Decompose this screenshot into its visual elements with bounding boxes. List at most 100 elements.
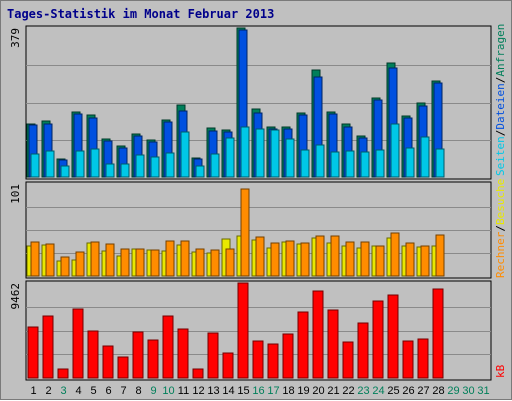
- bar-seiten-day-2: [45, 150, 55, 178]
- bar-seiten-day-15: [240, 126, 250, 178]
- bar-seiten-day-18: [285, 138, 295, 178]
- day-label: 20: [312, 385, 324, 397]
- bar-rechner-day-15: [240, 188, 250, 277]
- day-label: 23: [357, 385, 369, 397]
- bar-rechner-day-4: [75, 251, 85, 277]
- bar-kb-day-11: [177, 328, 189, 379]
- legend-rechner: Rechner: [494, 231, 507, 278]
- bar-rechner-day-21: [330, 235, 340, 277]
- bar-rechner-day-28: [435, 234, 445, 277]
- bar-rechner-day-16: [255, 236, 265, 277]
- bar-seiten-day-6: [105, 163, 115, 178]
- bar-seiten-day-22: [345, 150, 355, 178]
- bar-seiten-day-5: [90, 148, 100, 178]
- legend-separator: /: [494, 77, 507, 84]
- bar-kb-day-4: [72, 308, 84, 379]
- bar-rechner-day-11: [180, 240, 190, 277]
- bar-rechner-day-7: [120, 248, 130, 277]
- bar-seiten-day-9: [150, 156, 160, 178]
- bar-kb-day-10: [162, 315, 174, 379]
- bar-seiten-day-23: [360, 151, 370, 178]
- day-label: 29: [447, 385, 459, 397]
- bar-seiten-day-3: [60, 165, 70, 178]
- bar-rechner-day-18: [285, 240, 295, 277]
- bar-seiten-day-25: [390, 123, 400, 178]
- day-label: 13: [207, 385, 219, 397]
- bar-rechner-day-22: [345, 241, 355, 277]
- bar-kb-day-13: [207, 332, 219, 379]
- bar-rechner-day-14: [225, 248, 235, 277]
- day-label: 6: [105, 385, 111, 397]
- day-label: 2: [45, 385, 51, 397]
- bar-rechner-day-3: [60, 256, 70, 277]
- bar-rechner-day-6: [105, 243, 115, 277]
- bar-seiten-day-19: [300, 149, 310, 178]
- bar-kb-day-25: [387, 294, 399, 379]
- bar-kb-day-7: [117, 356, 129, 379]
- day-label: 9: [150, 385, 156, 397]
- bar-kb-day-23: [357, 322, 369, 379]
- bar-rechner-day-26: [405, 242, 415, 277]
- day-label: 3: [60, 385, 66, 397]
- y-max-label-bottom: 9462: [9, 283, 22, 310]
- day-label: 30: [462, 385, 474, 397]
- bar-kb-day-21: [327, 309, 339, 379]
- day-label: 21: [327, 385, 339, 397]
- bar-seiten-day-26: [405, 147, 415, 178]
- bar-seiten-day-13: [210, 153, 220, 178]
- day-label: 18: [282, 385, 294, 397]
- bar-rechner-day-20: [315, 235, 325, 277]
- bar-kb-day-27: [417, 338, 429, 379]
- bar-kb-day-24: [372, 300, 384, 379]
- bar-kb-day-6: [102, 345, 114, 379]
- bar-seiten-day-17: [270, 129, 280, 178]
- bar-seiten-day-10: [165, 152, 175, 178]
- bar-rechner-day-10: [165, 240, 175, 277]
- day-label: 25: [387, 385, 399, 397]
- bar-rechner-day-5: [90, 241, 100, 277]
- day-label: 10: [162, 385, 174, 397]
- bar-kb-day-1: [27, 326, 39, 379]
- bar-rechner-day-2: [45, 243, 55, 277]
- bar-rechner-day-1: [30, 241, 40, 277]
- bar-kb-day-9: [147, 339, 159, 379]
- legend-kb: kB: [494, 364, 507, 378]
- bar-seiten-day-12: [195, 165, 205, 178]
- bar-seiten-day-27: [420, 136, 430, 178]
- bar-kb-day-14: [222, 352, 234, 379]
- legend-middle-panel: Rechner/Besuche: [494, 179, 507, 278]
- bar-kb-day-15: [237, 282, 249, 379]
- bar-rechner-day-25: [390, 232, 400, 277]
- bar-seiten-day-14: [225, 137, 235, 178]
- bar-rechner-day-19: [300, 242, 310, 277]
- bar-kb-day-22: [342, 341, 354, 379]
- day-label: 17: [267, 385, 279, 397]
- legend-separator: /: [494, 225, 507, 232]
- bar-kb-day-26: [402, 340, 414, 379]
- legend-bottom-panel: kB: [494, 364, 507, 378]
- day-label: 31: [477, 385, 489, 397]
- legend-besuche: Besuche: [494, 179, 507, 225]
- bar-rechner-day-13: [210, 249, 220, 277]
- bar-rechner-day-27: [420, 245, 430, 277]
- day-label: 1: [30, 385, 36, 397]
- legend-seiten: Seiten: [494, 136, 507, 176]
- bar-kb-day-5: [87, 330, 99, 379]
- bar-seiten-day-8: [135, 154, 145, 178]
- bar-kb-day-12: [192, 368, 204, 379]
- y-max-label-top: 379: [9, 28, 22, 48]
- day-label: 27: [417, 385, 429, 397]
- bar-seiten-day-4: [75, 150, 85, 178]
- day-label: 5: [90, 385, 96, 397]
- bar-kb-day-20: [312, 290, 324, 379]
- bar-kb-day-18: [282, 333, 294, 379]
- day-label: 16: [252, 385, 264, 397]
- bar-rechner-day-17: [270, 242, 280, 277]
- bar-rechner-day-8: [135, 248, 145, 277]
- legend-top-panel: Seiten/Dateien/Anfragen: [494, 24, 507, 176]
- day-label: 26: [402, 385, 414, 397]
- day-label: 22: [342, 385, 354, 397]
- day-label: 14: [222, 385, 234, 397]
- bar-rechner-day-9: [150, 249, 160, 277]
